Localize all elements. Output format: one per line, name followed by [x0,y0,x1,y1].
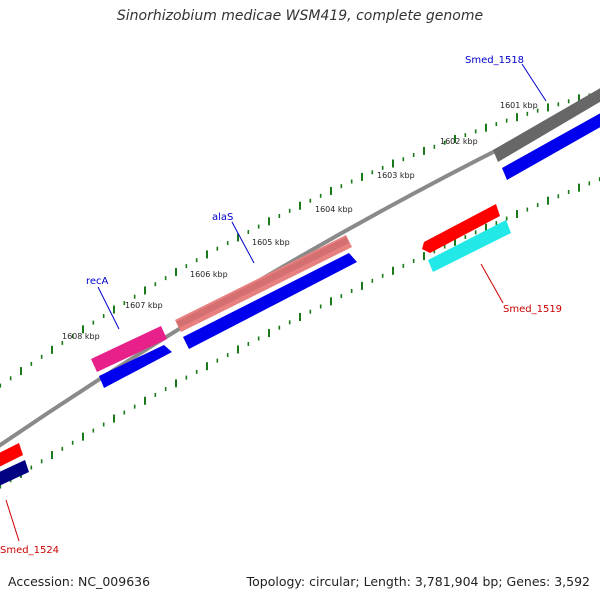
gene-smed-1518[interactable] [493,86,600,162]
genome-summary-text: Topology: circular; Length: 3,781,904 bp… [246,574,590,589]
gene-smed-1524[interactable] [0,443,23,467]
cds-alas[interactable] [183,253,357,349]
label-alas[interactable]: alaS [212,212,233,223]
kbp-label-1606: 1606 kbp [190,270,228,279]
map-title: Sinorhizobium medicae WSM419, complete g… [116,8,484,24]
kbp-label-1608: 1608 kbp [62,332,100,341]
cds-smed-1518[interactable] [502,110,600,180]
leader-alas [231,221,255,264]
kbp-ticks-layer [20,94,580,478]
kbp-labels-layer: 1601 kbp 1602 kbp 1603 kbp 1604 kbp 1605 kbp… [62,101,538,341]
cds-smed-1524[interactable] [0,460,29,486]
rrna-smed-1519[interactable] [428,220,511,272]
kbp-label-1601: 1601 kbp [500,101,538,110]
leader-smed-1519 [480,263,504,304]
kbp-label-1605: 1605 kbp [252,238,290,247]
gene-reca[interactable] [91,326,167,372]
label-smed-1518[interactable]: Smed_1518 [465,55,524,66]
label-smed-1519[interactable]: Smed_1519 [503,304,562,315]
label-smed-1524[interactable]: Smed_1524 [0,545,59,556]
kbp-label-1602: 1602 kbp [440,137,478,146]
leader-smed-1518 [521,63,547,102]
kbp-label-1607: 1607 kbp [125,301,163,310]
kbp-label-1603: 1603 kbp [377,171,415,180]
label-reca[interactable]: recA [86,276,109,287]
gene-smed-1519[interactable] [422,204,500,253]
kbp-label-1604: 1604 kbp [315,205,353,214]
leader-smed-1524 [5,499,20,542]
gene-alas-shade [176,237,349,328]
accession-text: Accession: NC_009636 [8,574,151,589]
cds-reca[interactable] [99,345,172,388]
leader-reca [97,286,120,330]
